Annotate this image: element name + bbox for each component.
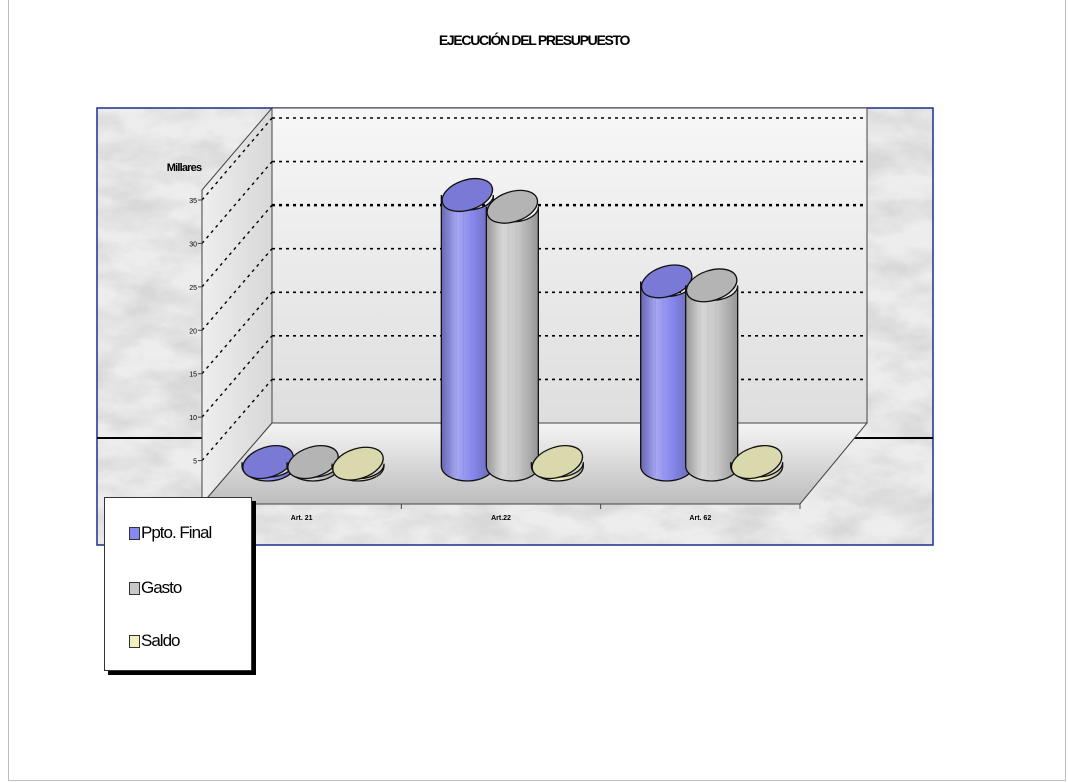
y-tick-label: 10 [189,415,197,422]
bar [685,268,739,482]
y-axis: 5 10 15 20 25 30 35 Millares [167,162,203,504]
x-tick-label: Art. 21 [291,515,313,522]
legend-swatch [129,634,140,648]
legend-swatch [129,526,140,540]
bar [530,445,584,482]
legend-item: Ppto. Final [129,523,212,543]
y-tick-label: 5 [193,459,197,466]
x-tick-label: Art.22 [491,515,511,522]
legend-item: Saldo [129,631,180,651]
y-axis-title: Millares [167,162,202,174]
bar [485,189,539,482]
y-tick-label: 25 [189,285,197,292]
back-wall [271,107,868,424]
legend: Ppto. Final Gasto Saldo [104,497,252,671]
legend-label: Gasto [141,578,182,597]
gridlines [201,117,867,462]
y-tick-label: 15 [189,372,197,379]
y-tick-label: 30 [189,241,197,248]
y-tick-label: 35 [189,198,197,205]
x-tick-label: Art. 62 [689,515,711,522]
legend-item: Gasto [129,578,182,598]
bars [241,177,784,482]
bar [730,445,784,482]
bar [331,446,385,482]
bar [286,445,340,482]
y-tick-label: 20 [189,328,197,335]
legend-swatch [129,581,140,595]
chart-title: EJECUCIÓN DEL PRESUPUESTO [438,32,631,48]
legend-label: Ppto. Final [141,523,212,542]
chart-frame [8,0,1066,781]
legend-label: Saldo [141,631,180,650]
bar [640,264,694,482]
